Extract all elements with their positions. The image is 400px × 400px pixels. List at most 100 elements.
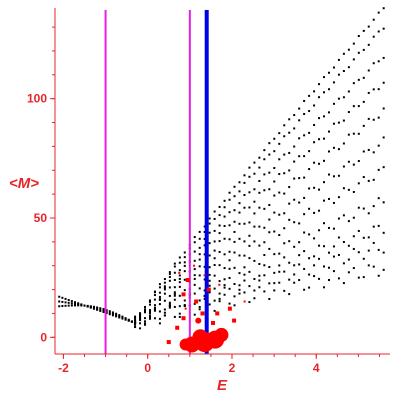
data-dot bbox=[362, 150, 365, 153]
data-dot bbox=[193, 292, 196, 295]
data-dot bbox=[253, 200, 256, 203]
data-dot bbox=[158, 310, 161, 313]
data-dot bbox=[327, 226, 330, 229]
data-dot bbox=[144, 317, 147, 320]
data-dot bbox=[318, 229, 321, 232]
data-dot bbox=[303, 196, 306, 199]
red-markers-layer bbox=[166, 264, 246, 353]
data-dot bbox=[183, 278, 186, 281]
data-dot bbox=[163, 314, 166, 317]
data-dot bbox=[327, 173, 330, 176]
data-dot bbox=[278, 252, 281, 255]
data-dot bbox=[293, 160, 296, 163]
data-dot bbox=[105, 310, 108, 313]
data-dot bbox=[303, 112, 306, 115]
data-dot bbox=[318, 162, 321, 165]
data-dot bbox=[178, 305, 181, 308]
data-dot bbox=[367, 69, 370, 72]
data-dot bbox=[168, 286, 171, 289]
red-marker bbox=[203, 274, 206, 277]
data-dot bbox=[158, 317, 161, 320]
data-dot bbox=[303, 250, 306, 253]
data-dot bbox=[198, 274, 201, 277]
data-dot bbox=[298, 263, 301, 266]
data-dot bbox=[313, 141, 316, 144]
data-dot bbox=[213, 240, 216, 243]
red-marker bbox=[192, 329, 209, 346]
data-dot bbox=[323, 137, 326, 140]
data-dot bbox=[337, 277, 340, 280]
data-dot bbox=[268, 153, 271, 156]
data-dot bbox=[318, 277, 321, 280]
data-dot bbox=[208, 217, 211, 220]
data-dot bbox=[61, 305, 64, 308]
data-dot bbox=[223, 215, 226, 218]
data-dot bbox=[273, 150, 276, 153]
data-dot bbox=[153, 308, 156, 311]
data-dot bbox=[228, 238, 231, 241]
data-dot bbox=[347, 66, 350, 69]
data-dot bbox=[327, 197, 330, 200]
red-marker bbox=[243, 300, 246, 303]
data-dot bbox=[308, 273, 311, 276]
data-dot bbox=[347, 48, 350, 51]
data-dot bbox=[208, 284, 211, 287]
data-dot bbox=[323, 265, 326, 268]
data-dot bbox=[362, 76, 365, 79]
data-dot bbox=[253, 289, 256, 292]
data-dot bbox=[263, 264, 266, 267]
data-dot bbox=[347, 244, 350, 247]
data-dot bbox=[173, 286, 176, 289]
data-dot bbox=[233, 230, 236, 233]
data-dot bbox=[203, 278, 206, 281]
data-dot bbox=[228, 211, 231, 214]
data-dot bbox=[92, 305, 95, 308]
data-dot bbox=[268, 266, 271, 269]
data-dot bbox=[293, 281, 296, 284]
data-dot bbox=[228, 287, 231, 290]
data-dot bbox=[130, 320, 133, 323]
data-dot bbox=[218, 205, 221, 208]
data-dot bbox=[382, 251, 385, 254]
data-dot bbox=[238, 288, 241, 291]
data-dot bbox=[108, 310, 111, 313]
data-dot bbox=[70, 300, 73, 303]
data-dot bbox=[362, 207, 365, 210]
data-dot bbox=[372, 225, 375, 228]
data-dot bbox=[313, 104, 316, 107]
data-dot bbox=[283, 172, 286, 175]
data-dot bbox=[268, 231, 271, 234]
data-dot bbox=[258, 274, 261, 277]
data-dot bbox=[213, 264, 216, 267]
data-dot bbox=[158, 291, 161, 294]
red-marker bbox=[214, 327, 229, 342]
data-dot bbox=[193, 259, 196, 262]
data-dot bbox=[313, 161, 316, 164]
data-dot bbox=[258, 225, 261, 228]
data-dot bbox=[377, 274, 380, 277]
data-dot bbox=[293, 273, 296, 276]
data-dot bbox=[99, 308, 102, 311]
data-dot bbox=[258, 179, 261, 182]
data-dot bbox=[58, 305, 61, 308]
data-dot bbox=[58, 295, 61, 298]
x-tick-label: -2 bbox=[58, 361, 69, 375]
data-dot bbox=[193, 313, 196, 316]
data-dot bbox=[263, 158, 266, 161]
data-dot bbox=[308, 168, 311, 171]
data-dot bbox=[243, 194, 246, 197]
data-dot bbox=[233, 282, 236, 285]
data-dot bbox=[61, 300, 64, 303]
data-dot bbox=[323, 115, 326, 118]
data-dot bbox=[193, 236, 196, 239]
data-dot bbox=[372, 62, 375, 65]
data-dot bbox=[323, 222, 326, 225]
data-dot bbox=[352, 267, 355, 270]
data-dot bbox=[208, 279, 211, 282]
data-dot bbox=[108, 311, 111, 314]
data-dot bbox=[139, 327, 142, 330]
data-dot bbox=[337, 236, 340, 239]
data-dot bbox=[58, 300, 61, 303]
data-dot bbox=[347, 160, 350, 163]
data-dot bbox=[268, 218, 271, 221]
